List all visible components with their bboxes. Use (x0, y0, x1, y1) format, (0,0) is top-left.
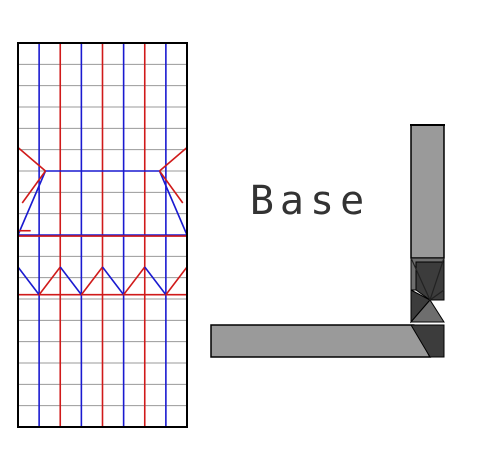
horizontal-arm (210, 324, 432, 358)
base-label: Base (250, 178, 370, 224)
paper-border (17, 42, 188, 428)
joint-facet-corner (410, 324, 445, 358)
valley-fold-line (59, 266, 83, 296)
valley-fold-line (17, 170, 47, 236)
mountain-fold-line (165, 266, 188, 296)
valley-fold-line (17, 266, 40, 296)
mountain-fold-line (122, 266, 146, 296)
valley-fold-line (144, 266, 167, 296)
mountain-fold-line (38, 266, 61, 296)
base-panel (204, 120, 448, 360)
mountain-fold-line (17, 146, 46, 172)
joint-facet-dark (415, 261, 445, 301)
vertical-arm (410, 124, 445, 259)
joint-facet-bottom (409, 299, 445, 323)
crease-pattern (17, 42, 188, 428)
mountain-fold-line (158, 170, 184, 204)
base-view: Base (204, 120, 448, 360)
valley-fold-line (158, 170, 188, 236)
joint-crease-2 (429, 289, 445, 301)
mountain-fold-line (159, 146, 188, 172)
mountain-fold-line (21, 170, 47, 204)
mountain-fold-line (80, 266, 104, 296)
valley-fold-line (101, 266, 125, 296)
diagonal-fold-lines (17, 146, 188, 296)
